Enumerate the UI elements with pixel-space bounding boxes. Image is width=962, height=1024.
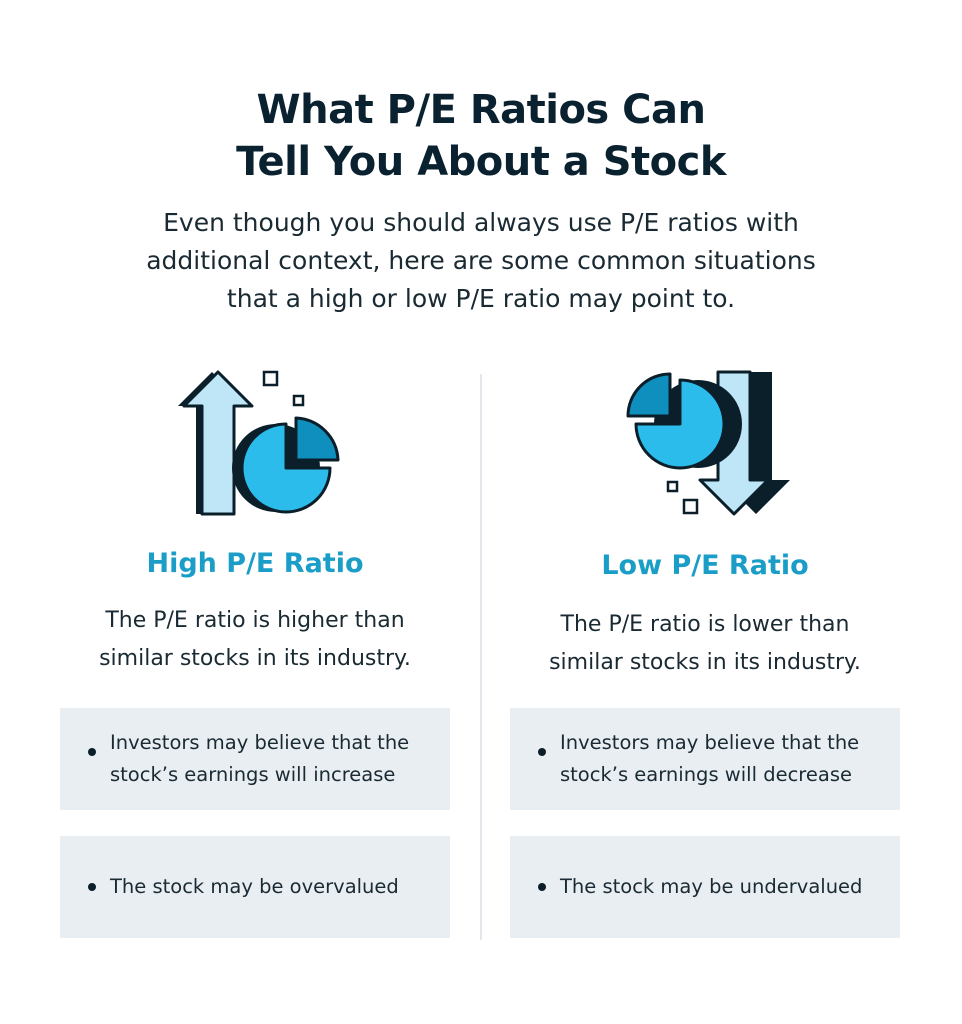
column-divider <box>480 374 482 940</box>
high-pe-description: The P/E ratio is higher than similar sto… <box>60 602 450 678</box>
high-desc-line-1: The P/E ratio is higher than <box>105 608 405 633</box>
bullet-dot <box>88 748 96 756</box>
high-pe-heading: High P/E Ratio <box>146 548 364 579</box>
intro-line-1: Even though you should always use P/E ra… <box>163 208 799 237</box>
high-desc-line-2: similar stocks in its industry. <box>99 646 411 671</box>
bullet-dot <box>538 748 546 756</box>
title-line-2: Tell You About a Stock <box>236 139 726 185</box>
low-pe-heading: Low P/E Ratio <box>601 550 809 581</box>
down-arrow-pie-chart-icon <box>626 370 790 516</box>
bullet-dot <box>538 883 546 891</box>
intro-line-3: that a high or low P/E ratio may point t… <box>226 284 736 313</box>
intro-line-2: additional context, here are some common… <box>146 246 816 275</box>
low-point-1-line-1: Investors may believe that the <box>560 731 860 754</box>
bullet-dot <box>88 883 96 891</box>
low-point-1-line-2: stock’s earnings will decrease <box>560 763 852 786</box>
high-point-2-line-1: The stock may be overvalued <box>110 875 399 898</box>
low-point-2-line-1: The stock may be undervalued <box>560 875 863 898</box>
low-point-card-1: Investors may believe that the stock’s e… <box>510 708 900 810</box>
up-arrow-pie-chart-icon <box>178 370 340 516</box>
high-point-1-line-1: Investors may believe that the <box>110 731 410 754</box>
low-point-card-2: The stock may be undervalued <box>510 836 900 938</box>
title-line-1: What P/E Ratios Can <box>256 87 706 133</box>
low-pe-description: The P/E ratio is lower than similar stoc… <box>510 606 900 682</box>
page-title: What P/E Ratios Can Tell You About a Sto… <box>0 84 962 188</box>
high-point-card-1: Investors may believe that the stock’s e… <box>60 708 450 810</box>
low-desc-line-2: similar stocks in its industry. <box>549 650 861 675</box>
intro-paragraph: Even though you should always use P/E ra… <box>120 204 842 318</box>
low-desc-line-1: The P/E ratio is lower than <box>560 612 850 637</box>
high-point-1-line-2: stock’s earnings will increase <box>110 763 396 786</box>
high-point-card-2: The stock may be overvalued <box>60 836 450 938</box>
